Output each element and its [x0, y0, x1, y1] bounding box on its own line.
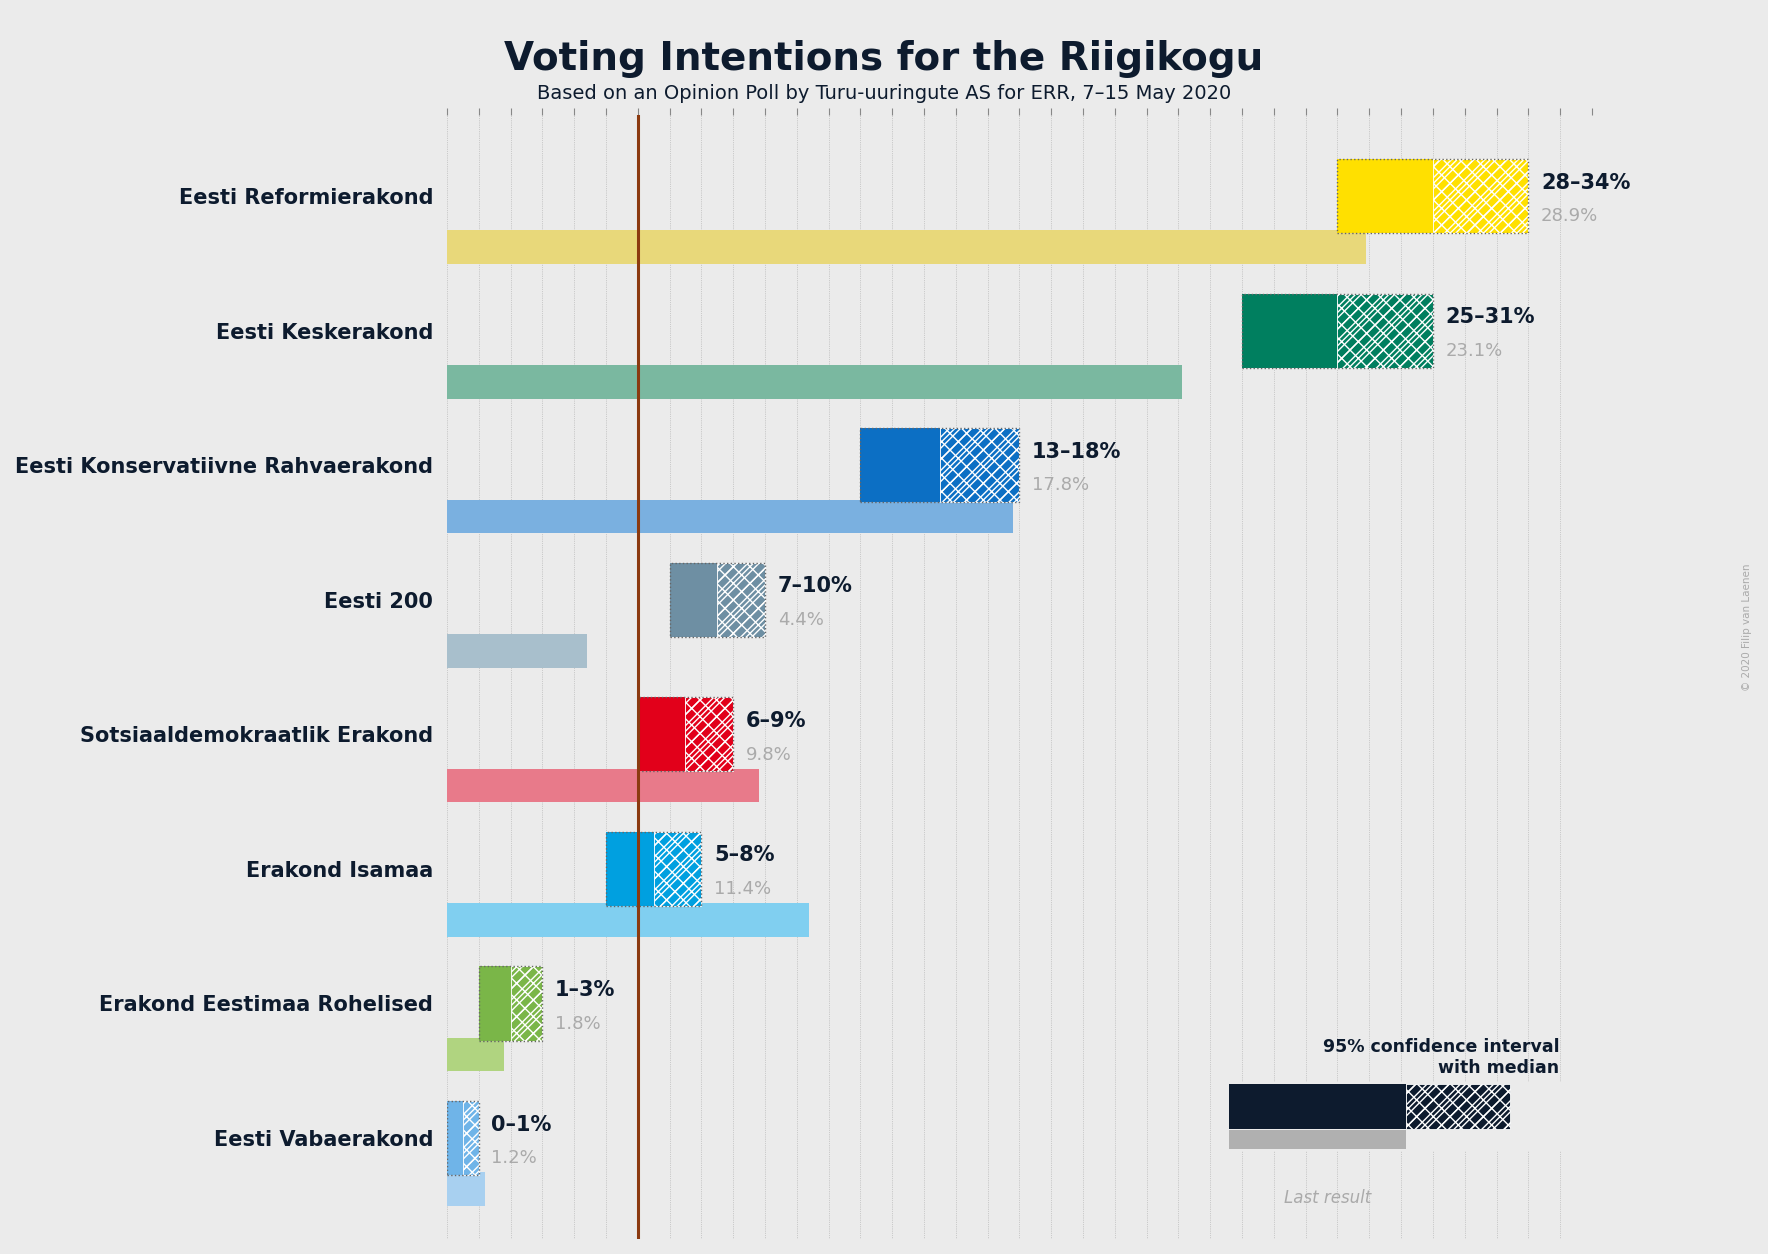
Text: 25–31%: 25–31%: [1446, 307, 1535, 327]
Bar: [447, 1101, 463, 1175]
Bar: [447, 635, 587, 667]
Bar: [654, 831, 702, 905]
Text: 9.8%: 9.8%: [746, 746, 792, 764]
Bar: [670, 563, 718, 637]
Bar: [718, 563, 766, 637]
Bar: [447, 903, 810, 937]
Text: 6–9%: 6–9%: [746, 711, 806, 731]
Bar: [638, 697, 686, 771]
Text: 1.2%: 1.2%: [492, 1149, 537, 1167]
Bar: [941, 428, 1020, 502]
Text: 28–34%: 28–34%: [1542, 173, 1630, 193]
Text: 95% confidence interval
with median: 95% confidence interval with median: [1322, 1038, 1559, 1077]
Text: Voting Intentions for the Riigikogu: Voting Intentions for the Riigikogu: [504, 40, 1264, 78]
Bar: [1337, 293, 1432, 367]
Bar: [447, 365, 1181, 399]
Text: Last result: Last result: [1284, 1189, 1372, 1206]
Text: 11.4%: 11.4%: [714, 880, 771, 898]
Bar: [511, 967, 543, 1041]
Text: 1.8%: 1.8%: [555, 1014, 601, 1033]
Bar: [479, 967, 511, 1041]
Bar: [511, 967, 543, 1041]
Bar: [1406, 1083, 1510, 1129]
Bar: [718, 563, 766, 637]
Bar: [1337, 293, 1432, 367]
Text: 13–18%: 13–18%: [1033, 441, 1121, 461]
Text: 4.4%: 4.4%: [778, 611, 824, 630]
Text: Based on an Opinion Poll by Turu-uuringute AS for ERR, 7–15 May 2020: Based on an Opinion Poll by Turu-uuringu…: [537, 84, 1231, 103]
Bar: [654, 831, 702, 905]
Bar: [1243, 293, 1337, 367]
Bar: [1229, 1130, 1406, 1149]
Bar: [447, 499, 1013, 533]
Bar: [941, 428, 1020, 502]
Bar: [463, 1101, 479, 1175]
Bar: [1432, 159, 1528, 233]
Bar: [1337, 159, 1432, 233]
Text: 28.9%: 28.9%: [1542, 207, 1598, 226]
Bar: [447, 1038, 504, 1071]
Bar: [463, 1101, 479, 1175]
Text: 5–8%: 5–8%: [714, 845, 774, 865]
Bar: [686, 697, 734, 771]
Text: 1–3%: 1–3%: [555, 981, 615, 999]
Bar: [447, 231, 1367, 265]
Text: © 2020 Filip van Laenen: © 2020 Filip van Laenen: [1741, 563, 1752, 691]
Text: 7–10%: 7–10%: [778, 577, 852, 597]
Bar: [1432, 159, 1528, 233]
Text: 0–1%: 0–1%: [492, 1115, 552, 1135]
Bar: [1229, 1083, 1406, 1129]
Text: 17.8%: 17.8%: [1033, 477, 1089, 494]
Bar: [1406, 1083, 1510, 1129]
Bar: [606, 831, 654, 905]
Bar: [861, 428, 941, 502]
Text: 23.1%: 23.1%: [1446, 342, 1503, 360]
Bar: [686, 697, 734, 771]
Bar: [447, 769, 758, 803]
Bar: [447, 1172, 484, 1206]
